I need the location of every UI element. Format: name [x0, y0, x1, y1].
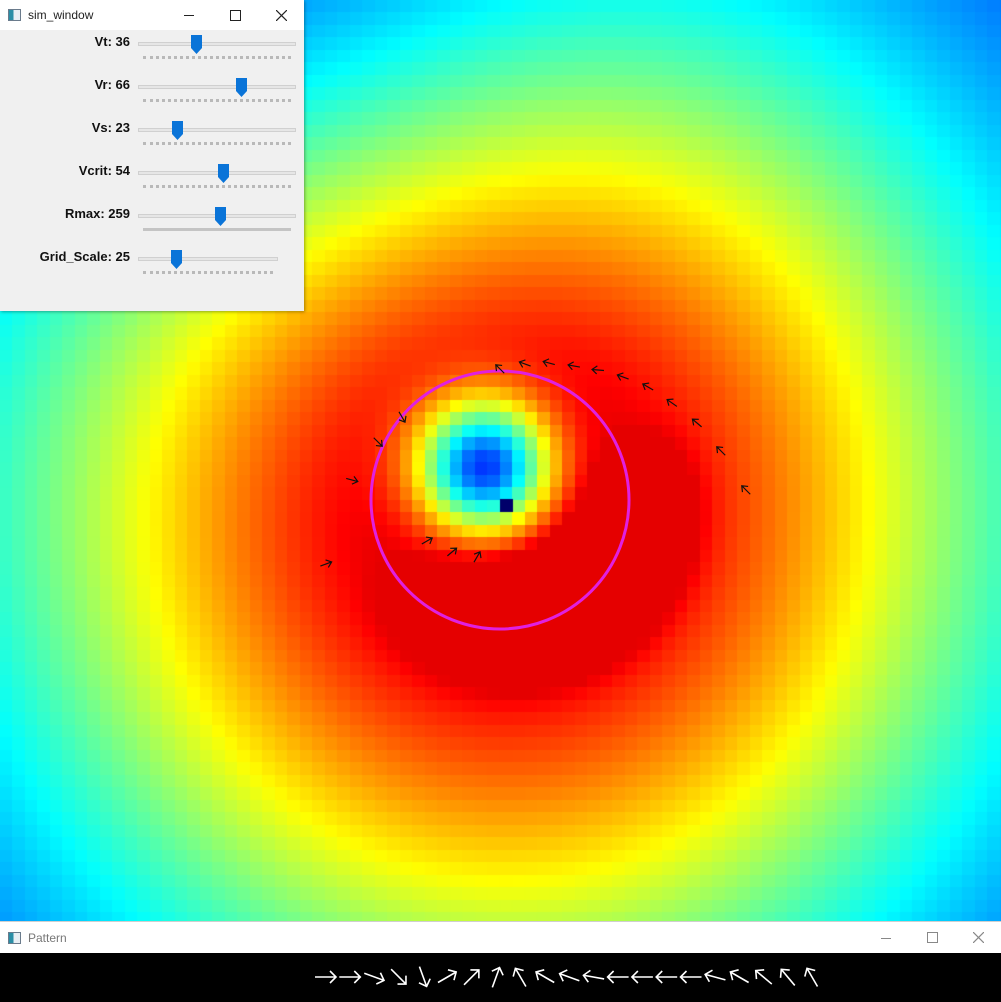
- slider-label: Rmax: 259: [64, 206, 130, 221]
- pattern-arrow-icon: [779, 968, 796, 986]
- slider-panel: Vt: 36 Vr: 66 Vs: 23 Vcrit: 54 Rmax: 259 Grid…: [0, 30, 304, 288]
- maximize-icon[interactable]: [212, 0, 258, 30]
- pattern-arrow-strip: [315, 966, 819, 988]
- flow-arrow-icon: [398, 411, 407, 424]
- pattern-window: Pattern: [0, 921, 1001, 1002]
- slider-track[interactable]: [138, 171, 296, 175]
- flow-arrow-icon: [373, 437, 383, 447]
- slider-label: Grid_Scale: 25: [39, 249, 130, 264]
- pattern-arrow-icon: [390, 968, 407, 985]
- flow-arrow-icon: [741, 485, 751, 495]
- slider-row: Vt: 36: [0, 30, 304, 73]
- flow-arrow-icon: [346, 476, 359, 485]
- sim-window: sim_window Vt: 36 Vr: 66 Vs: 23 Vcrit: 54 Rm…: [0, 0, 304, 311]
- flow-arrow-icon: [716, 446, 726, 456]
- close-icon[interactable]: [955, 923, 1001, 953]
- flow-arrow-icon: [320, 559, 333, 568]
- slider-row: Rmax: 259: [0, 202, 304, 245]
- pattern-arrow-icon: [630, 970, 653, 984]
- pattern-arrow-icon: [363, 972, 386, 985]
- window-app-icon: [8, 931, 21, 944]
- pattern-arrow-icon: [558, 969, 580, 982]
- pattern-arrow-icon: [315, 970, 338, 984]
- flow-arrow-icon: [666, 398, 678, 407]
- slider-row: Vcrit: 54: [0, 159, 304, 202]
- slider-thumb[interactable]: [191, 35, 203, 54]
- slider-thumb[interactable]: [172, 121, 184, 140]
- pattern-arrow-icon: [679, 970, 702, 984]
- pattern-arrow-icon: [606, 970, 629, 984]
- pattern-arrow-icon: [754, 969, 773, 985]
- flow-arrow-icon: [495, 364, 505, 374]
- pattern-arrow-icon: [704, 969, 726, 983]
- sim-window-titlebar[interactable]: sim_window: [0, 0, 304, 30]
- slider-ticks: [143, 271, 273, 274]
- flow-arrow-icon: [473, 550, 482, 563]
- pattern-arrow-icon: [463, 969, 480, 986]
- flow-arrow-icon: [691, 418, 702, 428]
- pattern-arrow-icon: [535, 969, 555, 984]
- minimize-icon[interactable]: [863, 923, 909, 953]
- target-circle: [369, 369, 631, 631]
- slider-track[interactable]: [138, 128, 296, 132]
- maximize-icon[interactable]: [909, 923, 955, 953]
- slider-row: Vs: 23: [0, 116, 304, 159]
- window-app-icon: [8, 9, 21, 21]
- flow-arrow-icon: [567, 361, 581, 371]
- flow-arrow-icon: [518, 359, 531, 368]
- pattern-window-titlebar[interactable]: Pattern: [0, 921, 1001, 953]
- slider-row: Vr: 66: [0, 73, 304, 116]
- flow-arrow-icon: [421, 536, 434, 545]
- pattern-arrow-icon: [729, 969, 750, 984]
- slider-label: Vr: 66: [94, 77, 130, 92]
- pattern-window-title: Pattern: [28, 930, 67, 945]
- slider-ticks: [143, 185, 291, 188]
- slider-label: Vs: 23: [91, 120, 130, 135]
- sim-window-title: sim_window: [28, 8, 94, 22]
- simulation-overlay: [320, 358, 751, 631]
- slider-ticks: [143, 99, 291, 102]
- slider-ticks: [143, 56, 291, 59]
- slider-label: Vcrit: 54: [78, 163, 130, 178]
- flow-arrow-icon: [542, 358, 555, 367]
- flow-arrow-icon: [616, 372, 629, 381]
- pattern-arrow-icon: [582, 969, 605, 983]
- pattern-arrow-icon: [804, 967, 819, 987]
- slider-track[interactable]: [138, 85, 296, 89]
- flow-arrow-icon: [447, 547, 458, 557]
- flow-arrow-icon: [641, 382, 654, 391]
- slider-thumb[interactable]: [214, 207, 226, 226]
- slider-ticks: [143, 228, 291, 231]
- pattern-arrow-icon: [418, 966, 431, 988]
- pattern-arrow-icon: [512, 967, 527, 987]
- slider-thumb[interactable]: [170, 250, 182, 269]
- pattern-arrow-icon: [491, 966, 504, 988]
- flow-arrow-icon: [591, 365, 605, 375]
- slider-track[interactable]: [138, 257, 278, 261]
- slider-thumb[interactable]: [217, 164, 229, 183]
- slider-thumb[interactable]: [235, 78, 247, 97]
- slider-track[interactable]: [138, 42, 296, 46]
- minimize-icon[interactable]: [166, 0, 212, 30]
- pattern-arrow-icon: [655, 970, 678, 984]
- slider-label: Vt: 36: [94, 34, 130, 49]
- slider-ticks: [143, 142, 291, 145]
- close-icon[interactable]: [258, 0, 304, 30]
- slider-row: Grid_Scale: 25: [0, 245, 304, 288]
- pattern-arrow-icon: [437, 969, 458, 984]
- pattern-arrow-icon: [339, 970, 362, 984]
